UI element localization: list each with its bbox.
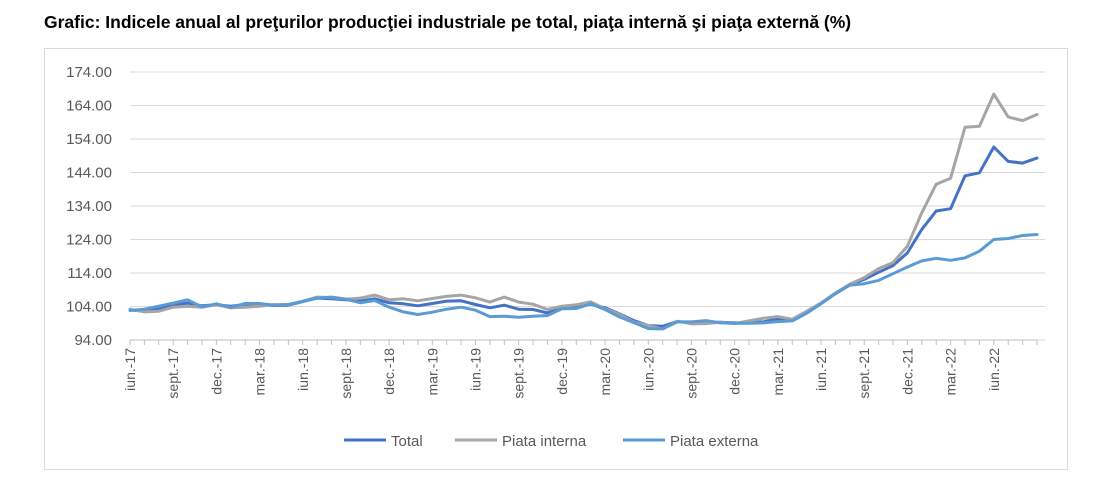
x-tick-label: iun.-17: [122, 348, 138, 391]
x-tick-label: dec.-20: [727, 348, 743, 395]
x-tick-label: iun.-21: [813, 348, 829, 391]
x-tick-label: iun.-19: [468, 348, 484, 391]
chart-frame: [44, 48, 1068, 470]
y-tick-label: 104.00: [66, 299, 112, 316]
x-tick-label: iun.-20: [640, 348, 656, 391]
x-tick-label: dec.-18: [381, 348, 397, 395]
x-tick-label: iun.-22: [986, 348, 1002, 391]
y-tick-label: 94.00: [74, 332, 112, 349]
x-tick-label: dec.-17: [208, 348, 224, 395]
x-tick-label: iun.-18: [295, 348, 311, 391]
series-line-total: [128, 145, 1039, 328]
x-tick-label: sept.-17: [165, 348, 181, 399]
y-tick-label: 164.00: [66, 98, 112, 115]
x-tick-label: mar.-22: [943, 348, 959, 396]
x-tick-label: sept.-20: [683, 348, 699, 399]
chart-title: Grafic: Indicele anual al preţurilor pro…: [44, 12, 852, 32]
x-tick-label: dec.-19: [554, 348, 570, 395]
series-line-piata-interna: [128, 92, 1039, 331]
y-tick-label: 144.00: [66, 165, 112, 182]
y-tick-label: 134.00: [66, 198, 112, 215]
x-tick-label: dec.-21: [899, 348, 915, 395]
x-tick-label: mar.-18: [252, 348, 268, 396]
x-tick-label: sept.-18: [338, 348, 354, 399]
y-tick-label: 154.00: [66, 131, 112, 148]
legend-label: Piata interna: [502, 433, 587, 450]
x-tick-label: sept.-19: [511, 348, 527, 399]
series-line-piata-externa: [128, 233, 1039, 331]
legend-label: Total: [391, 433, 423, 450]
legend-label: Piata externa: [670, 433, 759, 450]
x-tick-label: mar.-19: [424, 348, 440, 396]
x-tick-label: mar.-20: [597, 348, 613, 396]
x-tick-label: mar.-21: [770, 348, 786, 396]
y-tick-label: 174.00: [66, 64, 112, 81]
y-tick-label: 114.00: [67, 265, 112, 282]
x-tick-label: sept.-21: [856, 348, 872, 399]
y-tick-label: 124.00: [66, 232, 112, 249]
